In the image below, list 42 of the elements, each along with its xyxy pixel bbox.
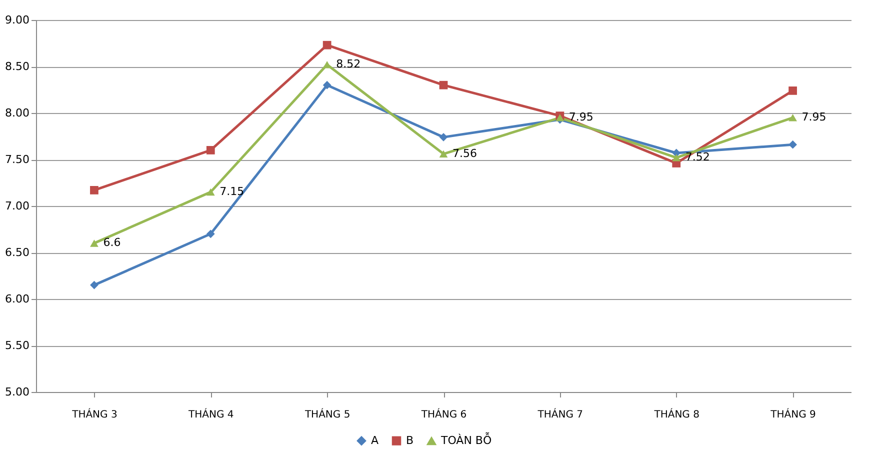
point — [206, 146, 215, 154]
point — [788, 114, 797, 122]
y-tick-label: 7.50 — [5, 153, 30, 166]
y-tick-label: 5.50 — [5, 339, 30, 352]
data-label: 6.6 — [103, 236, 121, 250]
x-tick-label: THÁNG 3 — [71, 408, 118, 420]
data-label: 7.56 — [452, 146, 477, 160]
point — [556, 114, 564, 122]
x-tick-label: THÁNG 4 — [188, 408, 234, 420]
data-label: 7.52 — [685, 150, 710, 164]
y-tick-label: 5.00 — [5, 386, 30, 398]
y-tick-label: 8.50 — [5, 60, 30, 73]
point — [788, 140, 797, 149]
y-tick-label: 9.00 — [5, 14, 30, 26]
y-tick-label: 6.00 — [5, 292, 30, 306]
point — [788, 86, 797, 95]
point — [439, 150, 448, 158]
point — [439, 132, 448, 142]
x-tick-label: THÁNG 8 — [653, 408, 700, 420]
legend-label: TOÀN BỖ — [440, 432, 492, 448]
y-tick-label: 6.50 — [5, 246, 30, 259]
data-label: 8.52 — [336, 58, 361, 71]
point — [206, 188, 215, 196]
y-tick-label: 8.00 — [5, 106, 30, 120]
x-tick-label: THÁNG 9 — [770, 408, 816, 420]
data-label: 7.95 — [568, 110, 594, 124]
point — [672, 154, 681, 162]
data-label: 7.95 — [802, 110, 826, 124]
data-label: 7.15 — [220, 185, 244, 198]
point — [322, 40, 332, 50]
y-tick-label: 7.00 — [5, 200, 30, 212]
point — [90, 240, 98, 247]
x-tick-label: THÁNG 7 — [536, 408, 584, 420]
legend-label: A — [371, 434, 379, 447]
x-tick-label: THÁNG 5 — [304, 408, 350, 420]
point — [206, 230, 215, 238]
point — [322, 80, 332, 90]
point — [439, 80, 448, 90]
legend-label: B — [406, 434, 414, 447]
point — [90, 280, 98, 290]
x-tick-label: THÁNG 6 — [420, 408, 467, 420]
point — [90, 186, 98, 194]
